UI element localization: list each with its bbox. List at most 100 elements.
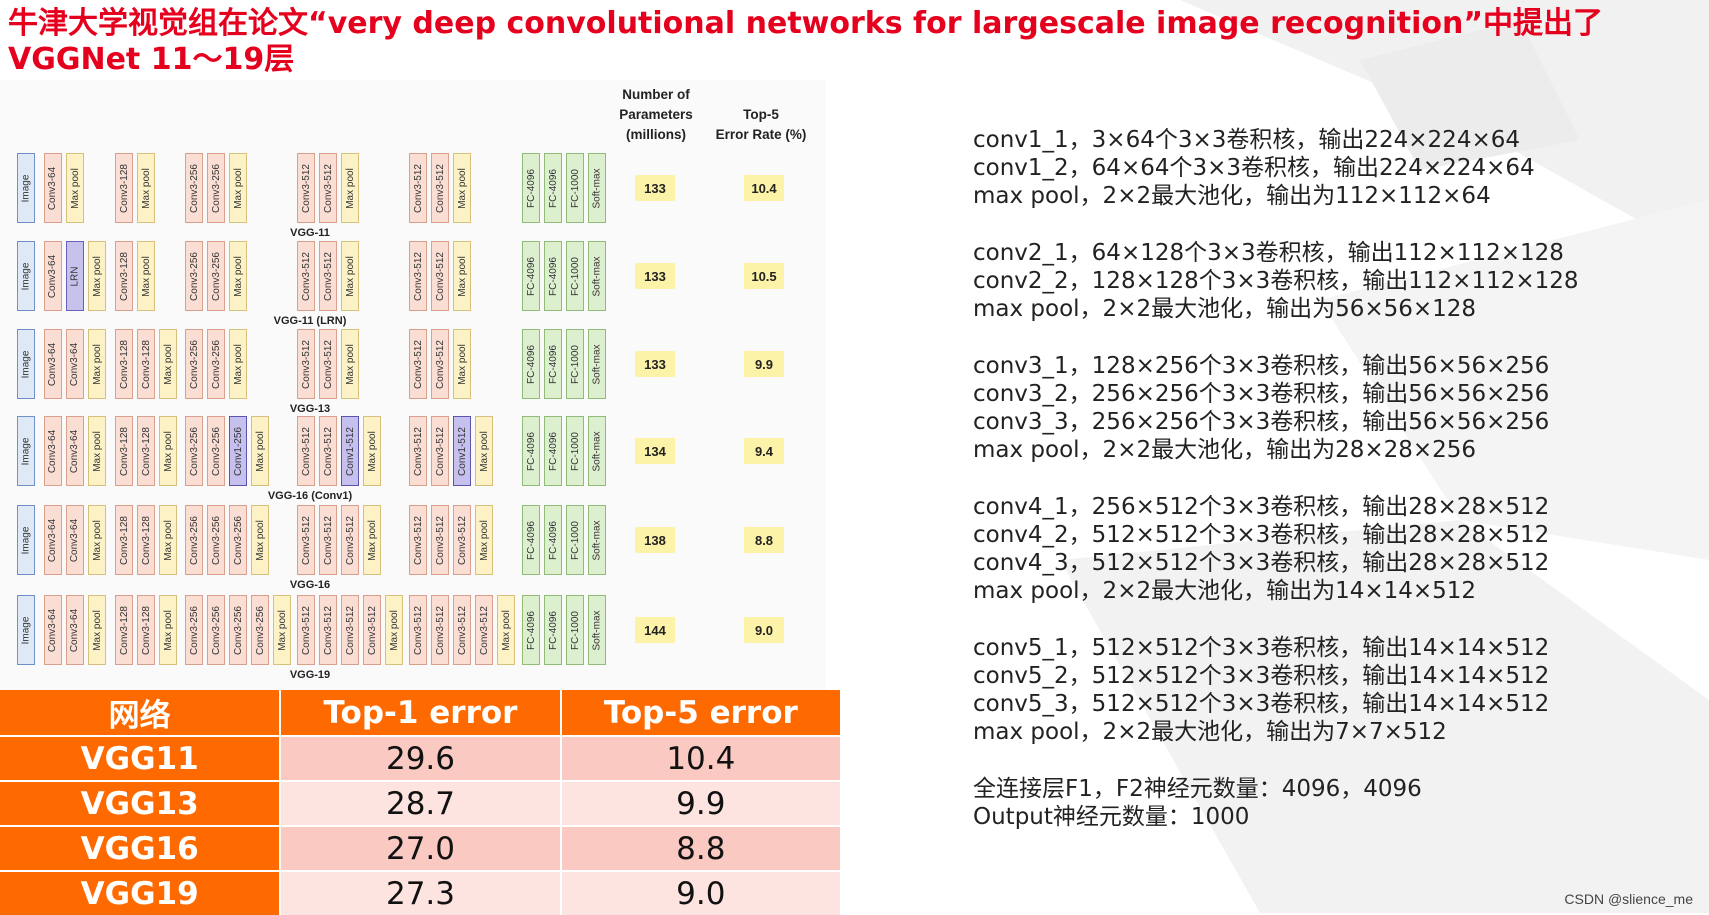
layer-block: Conv3-512 <box>297 595 315 665</box>
table-row: VGG16 27.0 8.8 <box>0 825 843 871</box>
layer-block: Conv3-64 <box>66 595 84 665</box>
params-value: 133 <box>635 263 675 289</box>
layer-block: Max pool <box>341 241 359 311</box>
layer-block: Conv3-64 <box>66 416 84 486</box>
row-label: VGG-11 (LRN) <box>273 315 347 327</box>
layer-block: Max pool <box>341 153 359 223</box>
layer-block: Conv3-256 <box>185 153 203 223</box>
layer-block-label: Conv1-256 <box>232 426 244 476</box>
notes-line: conv5_2，512×512个3×3卷积核，输出14×14×512 <box>973 663 1550 689</box>
notes-line: conv4_3，512×512个3×3卷积核，输出28×28×512 <box>973 550 1550 576</box>
layer-block-label: Max pool <box>478 519 490 561</box>
layer-block: Conv3-512 <box>297 505 315 575</box>
params-value: 133 <box>635 175 675 201</box>
notes-group: conv1_1，3×64个3×3卷积核，输出224×224×64 conv1_2，… <box>973 126 1673 210</box>
layer-block: Image <box>17 329 35 399</box>
layer-block-label: Max pool <box>162 343 174 385</box>
error-rate-value: 9.9 <box>744 351 784 377</box>
layer-block: Conv3-128 <box>115 329 133 399</box>
layer-block-label: Max pool <box>162 609 174 651</box>
layer-block-label: Conv3-256 <box>210 339 222 389</box>
layer-block: Max pool <box>475 505 493 575</box>
architecture-row: Image Conv3-64 LRN Max pool Conv3-128 Max poo… <box>0 235 826 335</box>
layer-block-label: Conv3-512 <box>434 163 446 213</box>
slide-title: 牛津大学视觉组在论文“very deep convolutional netwo… <box>8 6 1614 77</box>
layer-block: Conv3-128 <box>137 595 155 665</box>
error-rate-value: 10.5 <box>744 263 784 289</box>
layer-block: Conv3-256 <box>251 595 269 665</box>
layer-block-label: Max pool <box>344 343 356 385</box>
layer-block-label: Max pool <box>140 167 152 209</box>
layer-block: Max pool <box>363 416 381 486</box>
top5-value: 8.8 <box>560 825 843 871</box>
layer-block-label: FC-1000 <box>569 431 581 471</box>
layer-block-label: Conv3-256 <box>210 251 222 301</box>
layer-block-label: Soft-max <box>591 430 603 472</box>
layer-block-label: Conv3-128 <box>118 251 130 301</box>
layer-block-label: Conv3-512 <box>366 605 378 655</box>
layer-block-label: FC-4096 <box>525 344 537 384</box>
layer-block: Max pool <box>229 153 247 223</box>
layer-block-label: Conv3-64 <box>47 254 59 298</box>
layer-block: Conv3-512 <box>363 595 381 665</box>
layer-block-label: Max pool <box>140 255 152 297</box>
layer-block: Max pool <box>453 241 471 311</box>
notes-line: max pool，2×2最大池化，输出为14×14×512 <box>973 578 1477 604</box>
params-value: 144 <box>635 617 675 643</box>
layer-block: Conv3-64 <box>66 329 84 399</box>
network-name: VGG19 <box>0 870 282 915</box>
layer-block-label: Max pool <box>91 255 103 297</box>
table-row: VGG13 28.7 9.9 <box>0 780 843 826</box>
top5-value: 10.4 <box>560 735 843 781</box>
layer-block-label: Max pool <box>456 167 468 209</box>
layer-block-label: Conv3-256 <box>188 251 200 301</box>
params-column-header: Number of Parameters (millions) <box>619 87 693 142</box>
table-row: VGG19 27.3 9.0 <box>0 870 843 915</box>
layer-block: Conv3-64 <box>44 241 62 311</box>
error-column-header: Top-5 Error Rate (%) <box>715 107 807 142</box>
layer-block: Conv3-512 <box>409 416 427 486</box>
notes-line: conv5_1，512×512个3×3卷积核，输出14×14×512 <box>973 635 1550 661</box>
layer-block-label: Conv1-512 <box>344 426 356 476</box>
layer-block: Conv3-128 <box>137 329 155 399</box>
layer-block-label: Max pool <box>91 519 103 561</box>
layer-block: Conv3-128 <box>115 416 133 486</box>
layer-block: FC-4096 <box>522 505 540 575</box>
notes-line: 全连接层F1，F2神经元数量：4096，4096 <box>973 776 1422 802</box>
layer-block: Conv3-256 <box>207 505 225 575</box>
layer-block-label: Conv3-64 <box>47 429 59 473</box>
notes-line: max pool，2×2最大池化，输出为7×7×512 <box>973 719 1447 745</box>
layer-block: Max pool <box>475 416 493 486</box>
layer-block: Image <box>17 416 35 486</box>
layer-block-label: Conv3-128 <box>118 426 130 476</box>
layer-block-label: Soft-max <box>591 343 603 385</box>
layer-block-label: Conv3-128 <box>118 339 130 389</box>
layer-block-label: Image <box>20 350 32 378</box>
layer-block: Conv3-512 <box>409 241 427 311</box>
notes-line: conv2_1，64×128个3×3卷积核，输出112×112×128 <box>973 240 1564 266</box>
layer-block-label: Max pool <box>232 167 244 209</box>
watermark: CSDN @slience_me <box>1564 891 1693 907</box>
layer-block: Conv3-256 <box>207 241 225 311</box>
layer-block: Conv3-128 <box>115 241 133 311</box>
layer-block: Conv3-128 <box>115 595 133 665</box>
layer-block-label: Conv1-512 <box>456 426 468 476</box>
notes-line: conv3_1，128×256个3×3卷积核，输出56×56×256 <box>973 353 1550 379</box>
layer-block-label: FC-4096 <box>547 168 559 208</box>
layer-block: Max pool <box>453 329 471 399</box>
layer-block: Conv3-512 <box>431 329 449 399</box>
layer-block: Conv3-512 <box>409 505 427 575</box>
layer-block-label: Max pool <box>91 343 103 385</box>
layer-block: FC-1000 <box>566 416 584 486</box>
notes-line: conv1_2，64×64个3×3卷积核，输出224×224×64 <box>973 155 1535 181</box>
layer-block: FC-4096 <box>522 416 540 486</box>
layer-block: Max pool <box>159 505 177 575</box>
layer-block: Max pool <box>159 595 177 665</box>
header-top5: Top-5 error <box>560 690 843 736</box>
layer-block: Max pool <box>453 153 471 223</box>
layer-block-label: Max pool <box>91 609 103 651</box>
layer-block-label: Max pool <box>162 519 174 561</box>
layer-block-label: Conv3-256 <box>232 605 244 655</box>
layer-block-label: Image <box>20 437 32 465</box>
layer-block: Conv3-512 <box>453 505 471 575</box>
